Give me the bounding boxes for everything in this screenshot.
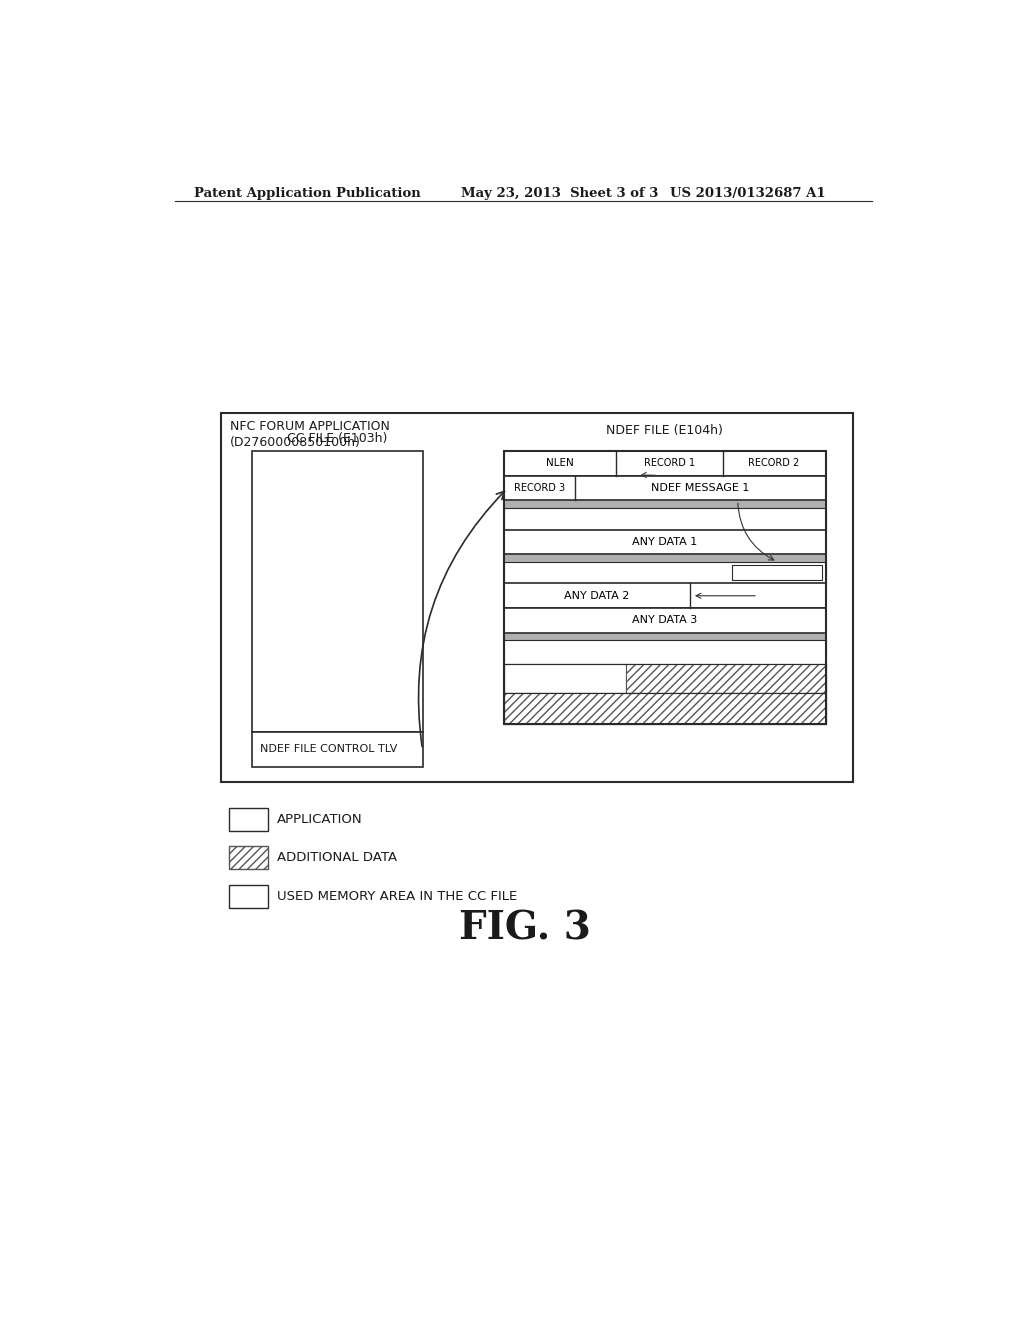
Text: ADDITIONAL DATA: ADDITIONAL DATA <box>276 851 397 865</box>
Bar <box>504 640 825 664</box>
Text: USED MEMORY AREA IN THE CC FILE: USED MEMORY AREA IN THE CC FILE <box>276 890 517 903</box>
Text: (D2760000850100h): (D2760000850100h) <box>230 436 361 449</box>
FancyArrowPatch shape <box>696 593 755 598</box>
Bar <box>732 565 822 581</box>
Text: ANY DATA 2: ANY DATA 2 <box>564 591 630 601</box>
Text: RECORD 2: RECORD 2 <box>749 458 800 469</box>
Bar <box>504 693 825 723</box>
Text: NDEF FILE CONTROL TLV: NDEF FILE CONTROL TLV <box>260 744 397 754</box>
Bar <box>252 451 423 733</box>
Bar <box>228 808 267 830</box>
FancyArrowPatch shape <box>738 503 774 560</box>
Text: Patent Application Publication: Patent Application Publication <box>194 187 421 199</box>
Text: RECORD 1: RECORD 1 <box>644 458 695 469</box>
Bar <box>252 733 423 767</box>
Bar <box>228 884 267 908</box>
Text: NFC FORUM APPLICATION: NFC FORUM APPLICATION <box>230 420 390 433</box>
Bar <box>504 451 825 475</box>
Text: NDEF FILE (E104h): NDEF FILE (E104h) <box>606 424 723 437</box>
Text: NDEF MESSAGE 1: NDEF MESSAGE 1 <box>651 483 750 492</box>
Bar <box>504 583 825 609</box>
Bar <box>504 693 825 723</box>
Bar <box>504 609 825 632</box>
Bar <box>504 554 825 562</box>
Text: FIG. 3: FIG. 3 <box>459 909 591 948</box>
Bar <box>504 508 825 529</box>
Bar <box>504 632 825 640</box>
Text: RECORD 3: RECORD 3 <box>514 483 565 492</box>
Bar <box>504 451 825 723</box>
Bar <box>504 475 825 500</box>
Bar <box>504 529 825 554</box>
Text: CC FILE (E103h): CC FILE (E103h) <box>287 432 387 445</box>
FancyArrowPatch shape <box>419 491 505 747</box>
Bar <box>228 846 267 869</box>
Text: May 23, 2013  Sheet 3 of 3: May 23, 2013 Sheet 3 of 3 <box>461 187 658 199</box>
Bar <box>504 664 825 693</box>
Text: ANY DATA 1: ANY DATA 1 <box>632 537 697 546</box>
Bar <box>504 664 626 693</box>
Bar <box>504 500 825 508</box>
Text: APPLICATION: APPLICATION <box>276 813 362 825</box>
Bar <box>504 562 825 583</box>
Text: ANY DATA 3: ANY DATA 3 <box>632 615 697 626</box>
Bar <box>626 664 825 693</box>
Text: US 2013/0132687 A1: US 2013/0132687 A1 <box>671 187 826 199</box>
Bar <box>221 413 853 781</box>
Text: NLEN: NLEN <box>546 458 574 469</box>
FancyArrowPatch shape <box>641 473 656 478</box>
